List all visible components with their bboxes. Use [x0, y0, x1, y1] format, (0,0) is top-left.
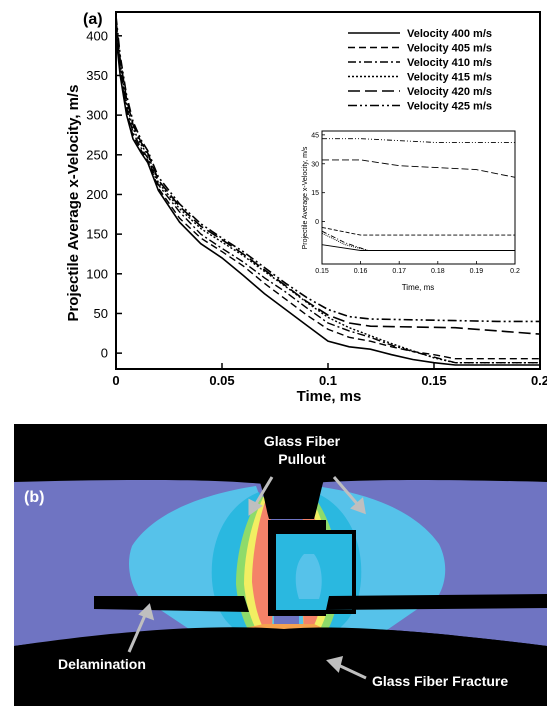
inset-series-line [321, 232, 515, 251]
inset-lines [321, 138, 516, 251]
legend-label: Velocity 410 m/s [407, 57, 492, 69]
x-tick-label: 0.15 [421, 373, 446, 388]
series-line [115, 23, 540, 364]
legend-label: Velocity 415 m/s [407, 72, 492, 84]
fiber-fracture-gap-2 [278, 662, 284, 684]
inset-y-tick-label: 15 [311, 190, 319, 197]
simulation-panel: (b) Glass Fiber Pullout Delamination Gla… [14, 424, 547, 706]
plot-frame [115, 11, 541, 370]
legend-label: Velocity 425 m/s [407, 101, 492, 113]
inset-frame [321, 130, 516, 265]
y-axis-label: Projectile Average x-Velocity, m/s [65, 84, 82, 321]
legend-label: Velocity 400 m/s [407, 28, 492, 40]
y-tick-label: 50 [94, 306, 108, 321]
inset-x-tick-label: 0.16 [354, 268, 368, 275]
inset-series-line [321, 230, 515, 251]
fiber-fracture-gap-3 [314, 662, 320, 682]
inset-x-tick-label: 0.17 [392, 268, 406, 275]
pullout-label-line2: Pullout [278, 451, 326, 467]
series-line [115, 35, 540, 366]
legend: Velocity 400 m/s Velocity 405 m/s Velocity… [348, 28, 492, 113]
inset-x-label: Time, ms [402, 283, 435, 292]
y-tick-label: 300 [86, 108, 108, 123]
velocity-chart: (a) Projectile Average x-Velocity, m/s T… [65, 11, 547, 405]
pullout-label-line1: Glass Fiber [264, 433, 341, 449]
series-line [115, 15, 540, 323]
inset-y-label: Projectile Average x-Velocity, m/s [302, 146, 309, 249]
projectile-interior-edge [272, 530, 356, 614]
x-tick-label: 0 [112, 373, 119, 388]
inset-ticks: 0.15 0.16 0.17 0.18 0.19 0.2 0 15 30 45 [311, 132, 520, 275]
series-line [115, 31, 540, 360]
series-line [115, 27, 540, 364]
inset-x-tick-label: 0.19 [470, 268, 484, 275]
x-axis-label: Time, ms [297, 388, 362, 405]
series-lines [115, 15, 541, 366]
top-black-notch [259, 424, 324, 519]
y-tick-label: 100 [86, 266, 108, 281]
y-tick-label: 400 [86, 28, 108, 43]
fracture-label: Glass Fiber Fracture [372, 673, 508, 689]
inset-series-line [322, 138, 515, 144]
fracture-arrow [326, 655, 367, 680]
y-tick-label: 200 [86, 187, 108, 202]
inset-x-tick-label: 0.2 [510, 268, 520, 275]
y-tick-label: 150 [86, 227, 108, 242]
inset-x-tick-label: 0.18 [431, 268, 445, 275]
delamination-arrow [127, 603, 155, 653]
pullout-arrow-left [248, 476, 274, 516]
right-delamination-crack [326, 594, 547, 610]
panel-label-b: (b) [24, 489, 44, 506]
inset-y-tick-label: 30 [311, 161, 319, 168]
y-tick-label: 0 [101, 346, 108, 361]
panel-label-a: (a) [83, 11, 103, 28]
legend-label: Velocity 420 m/s [407, 86, 492, 98]
inset-series-line [321, 226, 515, 236]
inset-y-tick-label: 0 [315, 219, 319, 226]
x-tick-label: 0.05 [209, 373, 234, 388]
inset-y-tick-label: 45 [311, 132, 319, 139]
inset-x-tick-label: 0.15 [315, 268, 329, 275]
y-tick-label: 350 [86, 68, 108, 83]
series-line [115, 19, 541, 335]
delamination-label: Delamination [58, 656, 146, 672]
y-tick-label: 250 [86, 147, 108, 162]
x-tick-label: 0.1 [319, 373, 337, 388]
inset-background [318, 128, 518, 274]
pullout-arrow-right [332, 476, 366, 515]
left-delamination-crack [94, 596, 249, 612]
fiber-fracture-gap [296, 660, 304, 686]
legend-label: Velocity 405 m/s [407, 43, 492, 55]
inset-series-line [322, 159, 516, 178]
projectile-inner-plume [295, 554, 322, 599]
x-tick-label: 0.2 [531, 373, 547, 388]
